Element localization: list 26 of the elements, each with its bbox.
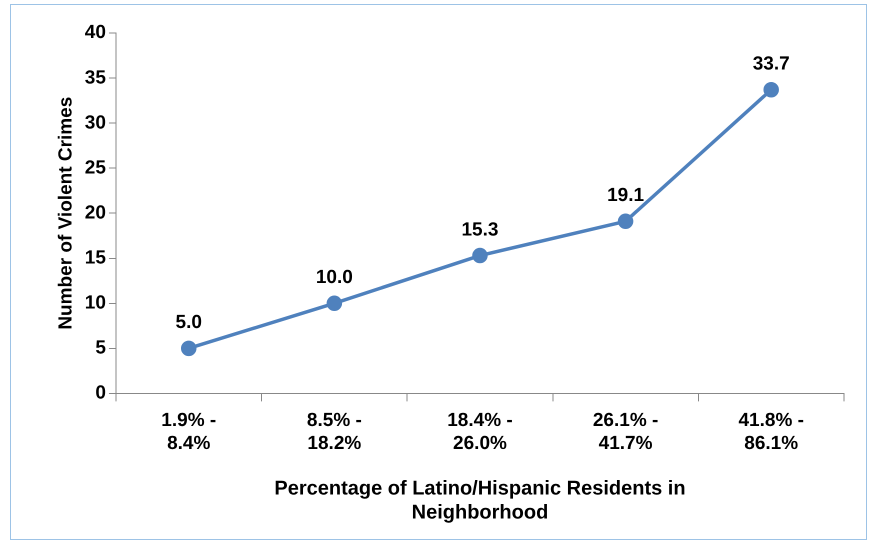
y-tick-label: 5 [95, 338, 106, 359]
x-axis-title: Percentage of Latino/Hispanic Residents in Neighborhood [274, 478, 686, 524]
y-tick-label: 35 [84, 67, 106, 88]
x-tick-label: 8.5% - 18.2% [306, 410, 362, 454]
text: 15.3 [461, 219, 498, 240]
x-tick-label: 1.9% - 8.4% [161, 410, 216, 454]
text: 5.0 [176, 312, 202, 334]
y-tick-label: 40 [84, 22, 106, 44]
point [763, 82, 779, 98]
x-tick-label: 26.1% - 41.7% [592, 410, 658, 454]
point [326, 296, 342, 312]
text: 10.0 [316, 267, 353, 288]
y-tick-label: 10 [84, 292, 106, 314]
x-tick-label: 18.4% - 26.0% [447, 410, 513, 454]
text: 33.7 [752, 53, 790, 74]
y-tick-label: 0 [95, 382, 106, 404]
y-tick-label: 30 [84, 112, 106, 134]
y-tick-label: 25 [84, 157, 106, 178]
point [180, 340, 196, 356]
y-tick-label: 20 [84, 202, 106, 224]
point [472, 248, 488, 264]
point [618, 214, 634, 230]
y-axis-title: Number of Violent Crimes [56, 96, 77, 330]
y-tick-label: 15 [84, 247, 106, 268]
x-tick-label: 41.8% - 86.1% [738, 410, 804, 454]
text: 19.1 [607, 185, 644, 206]
